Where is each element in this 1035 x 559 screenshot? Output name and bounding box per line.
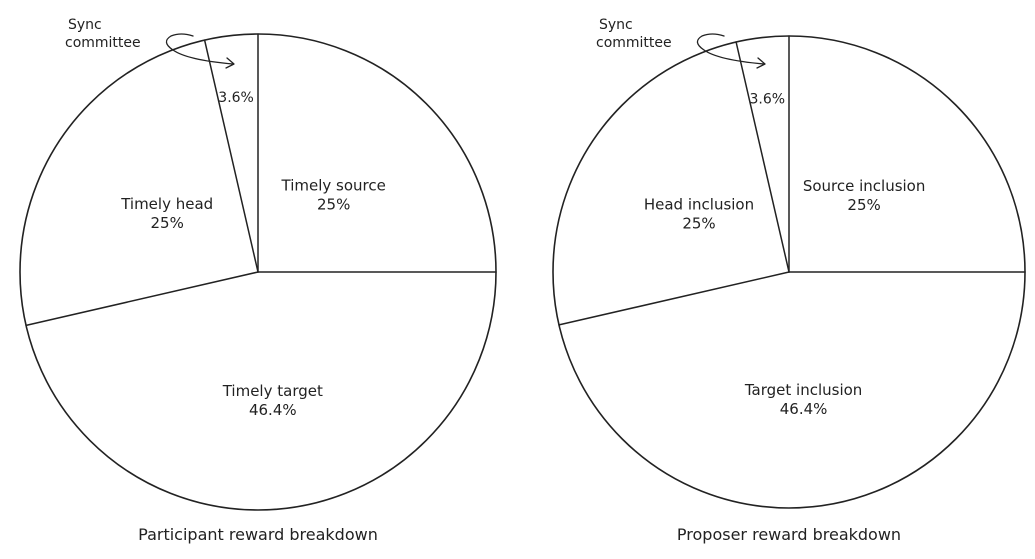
- proposer-chart-title: Proposer reward breakdown: [677, 525, 901, 544]
- participant-sync-committee-arrow: [165, 33, 234, 65]
- proposer-slice-boundary-2: [558, 271, 790, 326]
- participant-sync-committee-label: Sync committee: [65, 17, 141, 51]
- proposer-slice-boundary-3: [735, 41, 790, 273]
- proposer-slice-value-label: 25%: [682, 215, 715, 233]
- proposer-sync-committee-arrowhead: [756, 57, 766, 69]
- proposer-sync-committee-arrow: [696, 33, 765, 65]
- participant-sync-committee-arrowhead: [225, 57, 235, 69]
- participant-chart-title: Participant reward breakdown: [138, 525, 378, 544]
- participant-slice-name-label: Timely source: [281, 176, 386, 194]
- participant-slice-value-label: 46.4%: [249, 401, 297, 419]
- participant-slice-name-label: Timely target: [222, 382, 323, 400]
- participant-slice-value-label: 25%: [151, 214, 184, 232]
- participant-slice-boundary-2: [25, 271, 259, 327]
- proposer-slice-name-label: Head inclusion: [644, 196, 754, 214]
- proposer-sync-committee-label: Sync committee: [596, 17, 672, 51]
- proposer-slice-value-label: 25%: [847, 196, 880, 214]
- proposer-slice-value-label: 46.4%: [780, 400, 828, 418]
- proposer-slice-value-label: 3.6%: [750, 92, 786, 108]
- participant-slice-value-label: 3.6%: [218, 90, 254, 106]
- participant-slice-name-label: Timely head: [120, 195, 213, 213]
- proposer-slice-name-label: Source inclusion: [803, 177, 926, 195]
- participant-slice-boundary-3: [203, 39, 259, 273]
- proposer-slice-name-label: Target inclusion: [744, 381, 862, 399]
- participant-slice-value-label: 25%: [317, 195, 350, 213]
